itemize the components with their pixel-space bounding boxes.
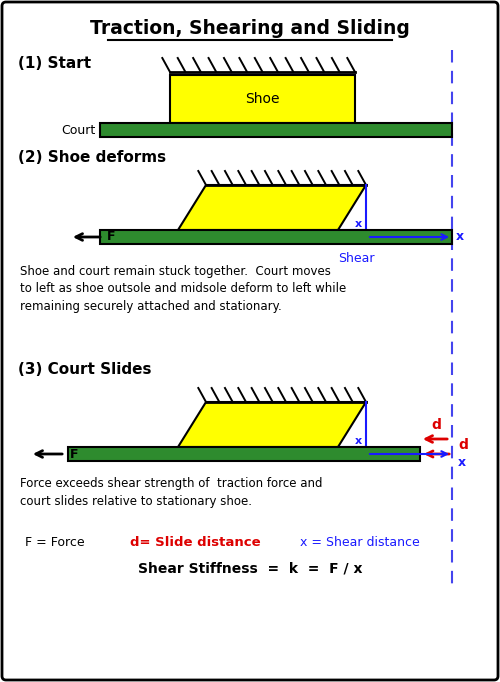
Text: F = Force: F = Force [25,537,84,550]
Text: x: x [354,219,362,229]
Text: Shoe and court remain stuck together.  Court moves
to left as shoe outsole and m: Shoe and court remain stuck together. Co… [20,265,346,313]
Text: F: F [107,231,116,243]
Bar [100,230,452,244]
Text: (2) Shoe deforms: (2) Shoe deforms [18,149,166,164]
Text: Force exceeds shear strength of  traction force and
court slides relative to sta: Force exceeds shear strength of traction… [20,477,322,507]
Text: d: d [431,418,441,432]
Polygon shape [178,402,366,447]
Polygon shape [178,185,366,230]
Text: x = Shear distance: x = Shear distance [300,537,420,550]
Bar [170,75,355,123]
Text: d= Slide distance: d= Slide distance [130,537,260,550]
Bar [100,123,452,137]
Text: (1) Start: (1) Start [18,55,91,70]
Text: F: F [70,447,78,460]
Text: x: x [456,231,464,243]
Text: Court: Court [61,123,95,136]
Text: Shear: Shear [338,252,374,265]
Bar [68,447,420,461]
Text: x: x [354,436,362,446]
Text: x: x [458,456,466,469]
Text: Shear Stiffness  =  k  =  F / x: Shear Stiffness = k = F / x [138,561,362,575]
Text: Shoe: Shoe [245,92,280,106]
Text: (3) Court Slides: (3) Court Slides [18,363,152,378]
Text: Traction, Shearing and Sliding: Traction, Shearing and Sliding [90,18,410,38]
Text: d: d [458,438,468,452]
